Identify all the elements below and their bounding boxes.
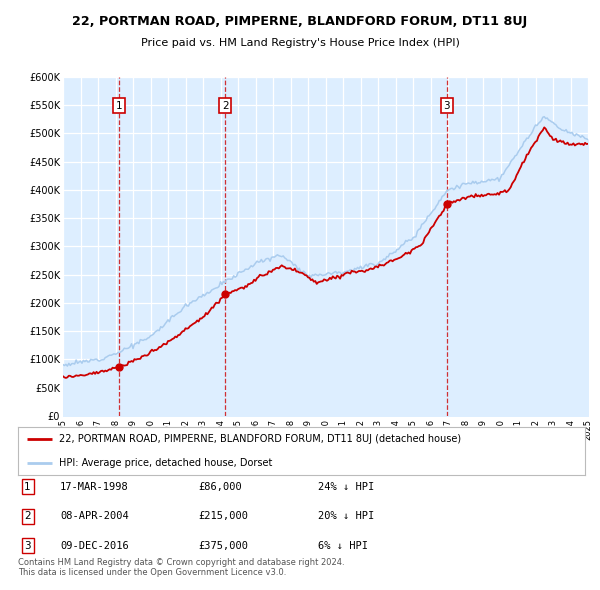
Text: £215,000: £215,000	[198, 512, 248, 521]
Text: Price paid vs. HM Land Registry's House Price Index (HPI): Price paid vs. HM Land Registry's House …	[140, 38, 460, 48]
Text: 2: 2	[222, 100, 229, 110]
Text: £86,000: £86,000	[198, 482, 242, 491]
Text: 3: 3	[443, 100, 450, 110]
Text: 24% ↓ HPI: 24% ↓ HPI	[318, 482, 374, 491]
Text: 3: 3	[24, 541, 31, 550]
Text: 2: 2	[24, 512, 31, 521]
Text: 09-DEC-2016: 09-DEC-2016	[60, 541, 129, 550]
Text: 22, PORTMAN ROAD, PIMPERNE, BLANDFORD FORUM, DT11 8UJ: 22, PORTMAN ROAD, PIMPERNE, BLANDFORD FO…	[73, 15, 527, 28]
Text: 08-APR-2004: 08-APR-2004	[60, 512, 129, 521]
Text: £375,000: £375,000	[198, 541, 248, 550]
Text: 1: 1	[24, 482, 31, 491]
Text: Contains HM Land Registry data © Crown copyright and database right 2024.
This d: Contains HM Land Registry data © Crown c…	[18, 558, 344, 577]
Text: 17-MAR-1998: 17-MAR-1998	[60, 482, 129, 491]
Text: 22, PORTMAN ROAD, PIMPERNE, BLANDFORD FORUM, DT11 8UJ (detached house): 22, PORTMAN ROAD, PIMPERNE, BLANDFORD FO…	[59, 434, 461, 444]
Text: 1: 1	[116, 100, 122, 110]
Text: 20% ↓ HPI: 20% ↓ HPI	[318, 512, 374, 521]
Text: 6% ↓ HPI: 6% ↓ HPI	[318, 541, 368, 550]
Text: HPI: Average price, detached house, Dorset: HPI: Average price, detached house, Dors…	[59, 458, 272, 468]
